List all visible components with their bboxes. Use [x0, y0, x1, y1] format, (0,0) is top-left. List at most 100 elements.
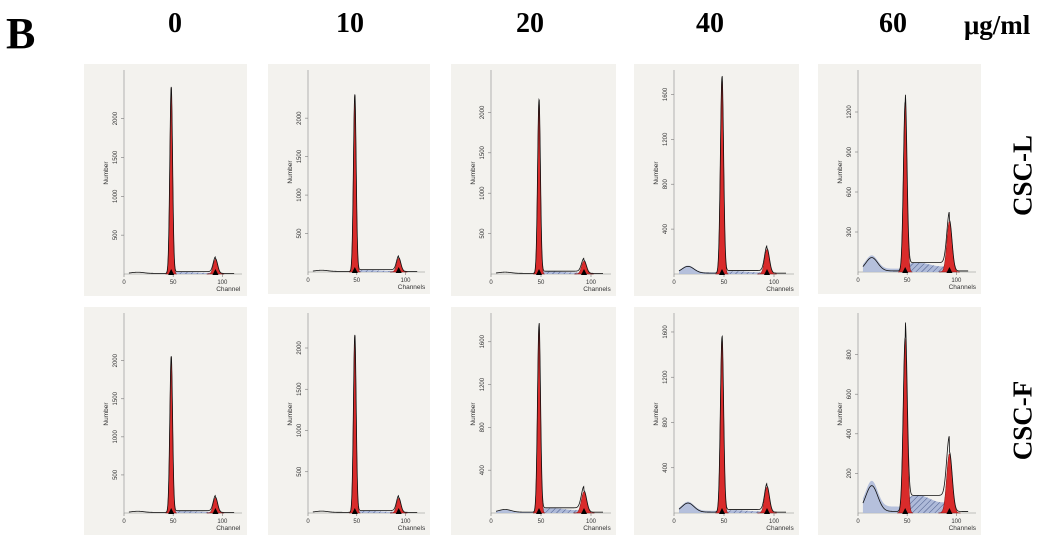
x-tick-label: 0 [489, 280, 493, 286]
unit-label: μg/ml [964, 10, 1031, 40]
g1-peak [715, 77, 729, 275]
y-axis-title: Number [287, 402, 294, 426]
debris-area [862, 255, 902, 272]
y-tick-label: 500 [297, 228, 303, 239]
x-tick-label: 0 [856, 278, 860, 284]
s-phase-area [171, 511, 216, 513]
g1-peak [165, 356, 177, 514]
x-tick-label: 50 [353, 278, 360, 284]
x-tick-label: 0 [672, 519, 676, 525]
g1-peak [165, 87, 178, 275]
y-tick-label: 1500 [297, 382, 303, 396]
x-tick-label: 50 [904, 278, 911, 284]
gate-marker [764, 508, 770, 514]
debris-area [679, 265, 718, 274]
x-tick-label: 100 [400, 519, 411, 525]
y-tick-label: 600 [847, 389, 853, 400]
y-tick-label: 1200 [663, 132, 669, 146]
y-tick-label: 400 [663, 462, 669, 473]
g2-peak [389, 257, 408, 273]
x-tick-label: 50 [538, 280, 545, 286]
debris-area [496, 509, 535, 513]
column-header-20: 20 [516, 8, 544, 39]
y-axis-title: Number [470, 161, 477, 185]
g2-peak [938, 453, 961, 514]
y-axis-title: Number [103, 161, 110, 185]
x-tick-label: 50 [721, 519, 728, 525]
y-tick-label: 900 [847, 146, 853, 157]
gate-marker [168, 269, 175, 275]
x-tick-label: 0 [122, 280, 126, 286]
g1-peak [532, 325, 546, 514]
y-tick-label: 2000 [297, 341, 303, 355]
x-tick-label: 50 [904, 519, 911, 525]
x-axis-title: Channels [949, 525, 977, 532]
column-header-60: 60 [879, 8, 907, 39]
y-axis-title: Number [653, 161, 660, 185]
histogram-outline [862, 94, 969, 272]
s-phase-area [354, 270, 399, 272]
y-tick-label: 2000 [297, 111, 303, 125]
gate-marker [764, 269, 770, 275]
y-tick-label: 2000 [113, 353, 119, 367]
y-tick-label: 1600 [480, 334, 486, 348]
histogram-outline [678, 334, 786, 513]
gate-marker [536, 269, 542, 275]
gate-marker [168, 508, 175, 514]
g2-peak [389, 497, 408, 514]
x-tick-label: 0 [306, 519, 310, 525]
x-tick-label: 0 [672, 280, 676, 286]
histogram-outline [312, 94, 418, 272]
x-tick-label: 0 [122, 519, 126, 525]
x-axis-title: Channels [766, 525, 794, 532]
column-header-10: 10 [336, 8, 364, 39]
x-axis-title: Channels [398, 284, 426, 291]
histogram-outline [128, 356, 235, 513]
y-axis-title: Number [470, 402, 477, 426]
x-tick-label: 100 [400, 278, 411, 284]
y-tick-label: 2000 [113, 111, 119, 125]
y-tick-label: 1500 [480, 145, 486, 159]
y-tick-label: 800 [663, 179, 669, 190]
x-tick-label: 50 [170, 280, 177, 286]
histogram-outline [678, 75, 786, 274]
y-tick-label: 1200 [480, 377, 486, 391]
gate-marker [212, 508, 219, 514]
x-axis-title: Channels [766, 286, 794, 293]
y-tick-label: 1500 [297, 149, 303, 163]
y-tick-label: 200 [847, 468, 853, 479]
row-label-csc-f: CSC-F [1007, 380, 1038, 461]
y-tick-label: 1000 [297, 423, 303, 437]
gate-marker [395, 508, 402, 514]
x-tick-label: 50 [538, 519, 545, 525]
x-tick-label: 100 [217, 280, 228, 286]
y-axis-title: Number [837, 402, 844, 426]
gate-marker [351, 508, 358, 514]
y-tick-label: 500 [113, 469, 119, 480]
x-tick-label: 100 [586, 519, 597, 525]
g2-peak [574, 260, 594, 275]
x-tick-label: 50 [721, 280, 728, 286]
g2-peak [206, 258, 225, 275]
y-tick-label: 1600 [663, 325, 669, 339]
y-tick-label: 1000 [480, 186, 486, 200]
gate-marker [719, 269, 725, 275]
x-tick-label: 100 [217, 519, 228, 525]
s-phase-area [171, 272, 216, 274]
y-axis-title: Number [837, 160, 844, 184]
s-phase-area [354, 510, 399, 513]
x-tick-label: 100 [951, 519, 962, 525]
x-axis-title: Channels [583, 525, 611, 532]
s-phase-area [722, 271, 767, 274]
gate-marker [581, 508, 587, 514]
y-tick-label: 400 [663, 223, 669, 234]
x-axis-title: Channels [583, 286, 611, 293]
